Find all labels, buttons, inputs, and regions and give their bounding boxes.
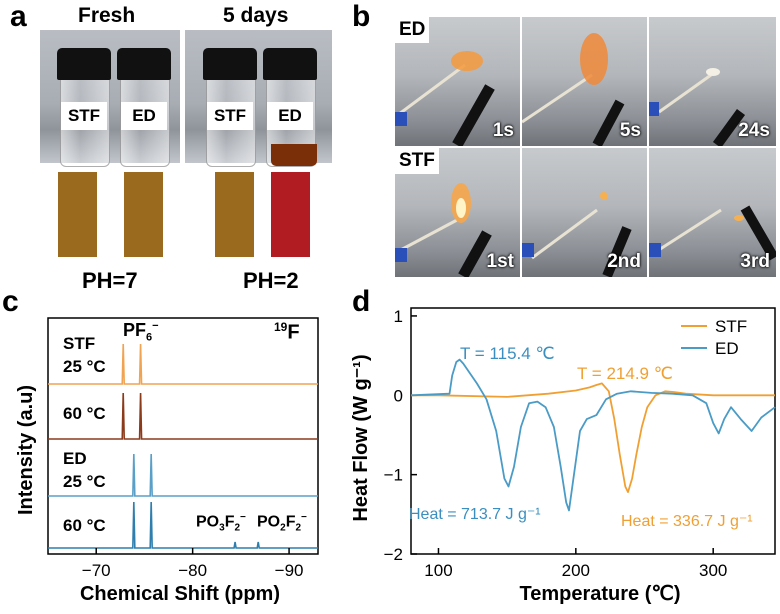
pf6-peak-label: PF6− bbox=[123, 320, 159, 344]
nmr-y-axis-label: Intensity (a.u) bbox=[15, 385, 37, 515]
swab-flame-image bbox=[395, 51, 495, 146]
stf-group-label: STF bbox=[63, 334, 96, 353]
ph-swatch-ed-fresh bbox=[124, 172, 163, 257]
swab-image bbox=[649, 68, 746, 146]
nmr-ticks: −70 −80 −90 bbox=[82, 548, 304, 580]
vial-label: ED bbox=[121, 102, 167, 130]
legend-label-ed: ED bbox=[715, 339, 739, 358]
panel-d-label: d bbox=[352, 285, 371, 318]
panel-b-label: b bbox=[352, 0, 371, 33]
panel-c-label: c bbox=[2, 285, 19, 318]
nmr-nucleus-label: 19F bbox=[274, 320, 300, 344]
ph-swatch-stf-fresh bbox=[58, 172, 97, 257]
brown-liquid bbox=[271, 144, 317, 166]
vial-stf-aged: STF bbox=[203, 48, 257, 167]
stf-heat-annotation: Heat = 336.7 J g⁻¹ bbox=[621, 513, 753, 530]
dsc-axes bbox=[410, 307, 776, 555]
nmr-trace-0 bbox=[48, 343, 318, 385]
dsc-plot-frame bbox=[410, 307, 776, 555]
trace-temp-label: 60 °C bbox=[63, 516, 106, 535]
dsc-x-tick-label: 100 bbox=[424, 561, 452, 580]
nmr-x-tick-label: −70 bbox=[82, 561, 111, 580]
nmr-trace-1 bbox=[48, 392, 318, 440]
ed-tile-24s: 24s bbox=[649, 17, 776, 146]
ph-swatch-stf-aged bbox=[215, 172, 254, 257]
stf-tile-2nd: 2nd bbox=[522, 148, 647, 277]
ed-row-label: ED bbox=[395, 17, 430, 43]
time-label: 3rd bbox=[740, 251, 770, 272]
stf-onset-annotation: T = 214.9 ℃ bbox=[577, 364, 673, 383]
nmr-chart: −70 −80 −90 Intensity (a.u) Chemical Shift… bbox=[15, 317, 319, 605]
time-label: 5s bbox=[619, 120, 641, 141]
nmr-trace-2 bbox=[48, 453, 318, 497]
dsc-y-tick-label: 0 bbox=[394, 386, 403, 405]
dsc-series bbox=[410, 358, 776, 512]
dsc-series-stf bbox=[411, 382, 775, 493]
vial-label: ED bbox=[267, 102, 313, 130]
swab-flame-image bbox=[395, 183, 492, 277]
fresh-title: Fresh bbox=[78, 4, 136, 27]
po2f2-peak-label: PO2F2− bbox=[257, 512, 307, 534]
ed-tile-5s: 5s bbox=[522, 17, 647, 146]
fresh-vials-photo: STF ED bbox=[40, 30, 180, 167]
ed-tile-1s: ED 1s bbox=[395, 17, 520, 146]
dsc-y-tick-label: −2 bbox=[384, 545, 403, 564]
trace-temp-label: 25 °C bbox=[63, 472, 106, 491]
ed-onset-annotation: T = 115.4 ℃ bbox=[460, 344, 555, 363]
vial-stf-fresh: STF bbox=[57, 48, 111, 167]
stf-tile-3rd: 3rd bbox=[649, 148, 776, 277]
vial-ed-aged: ED bbox=[263, 48, 317, 167]
nmr-axes bbox=[47, 317, 319, 555]
time-label: 24s bbox=[738, 120, 770, 141]
swab-flame-image bbox=[522, 192, 632, 277]
stf-row-label: STF bbox=[395, 148, 439, 174]
swab-flame-image bbox=[649, 205, 776, 261]
dsc-legend: STF ED bbox=[681, 317, 747, 358]
ph-left-label: PH=7 bbox=[82, 268, 138, 293]
dsc-series-ed bbox=[410, 358, 776, 512]
ed-group-label: ED bbox=[63, 449, 87, 468]
nmr-x-tick-label: −80 bbox=[178, 561, 207, 580]
dsc-ticks: 100 200 300 1 0 −1 −2 bbox=[384, 307, 728, 580]
legend-label-stf: STF bbox=[715, 317, 747, 336]
vial-label: STF bbox=[61, 102, 107, 130]
time-label: 1s bbox=[492, 120, 514, 141]
dsc-y-tick-label: 1 bbox=[394, 307, 403, 326]
trace-temp-label: 25 °C bbox=[63, 357, 106, 376]
swab-flame-image bbox=[522, 33, 625, 146]
time-label: 1st bbox=[486, 251, 514, 272]
ed-heat-annotation: Heat = 713.7 J g⁻¹ bbox=[409, 506, 541, 523]
dsc-x-tick-label: 300 bbox=[699, 561, 727, 580]
aged-title: 5 days bbox=[223, 4, 289, 27]
ph-right-label: PH=2 bbox=[243, 268, 299, 293]
dsc-y-axis-label: Heat Flow (W g⁻¹) bbox=[350, 354, 372, 521]
vial-ed-fresh: ED bbox=[117, 48, 171, 167]
dsc-x-axis-label: Temperature (℃) bbox=[519, 583, 680, 605]
trace-temp-label: 60 °C bbox=[63, 404, 106, 423]
stf-tile-1st: STF 1st bbox=[395, 148, 520, 277]
nmr-plot-frame bbox=[47, 317, 319, 555]
aged-vials-photo: STF ED bbox=[185, 30, 332, 167]
time-label: 2nd bbox=[607, 251, 641, 272]
panel-a-label: a bbox=[10, 0, 27, 33]
ph-swatch-ed-aged bbox=[271, 172, 310, 257]
nmr-x-axis-label: Chemical Shift (ppm) bbox=[80, 583, 280, 605]
dsc-y-tick-label: −1 bbox=[384, 466, 403, 485]
vial-label: STF bbox=[207, 102, 253, 130]
dsc-x-tick-label: 200 bbox=[562, 561, 590, 580]
po3f2-peak-label: PO3F2− bbox=[196, 512, 246, 534]
nmr-x-tick-label: −90 bbox=[275, 561, 304, 580]
